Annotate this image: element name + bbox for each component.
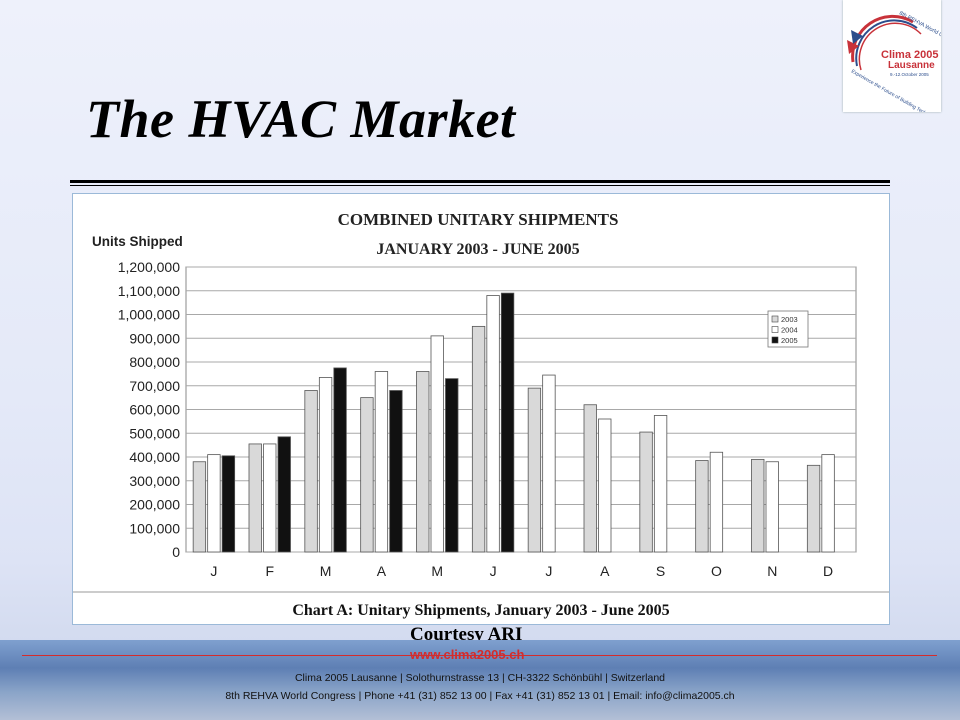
legend-label-2003: 2003 [781,315,798,324]
title-divider [70,180,890,183]
bar-2003-O [695,460,709,553]
bar-2003-N [751,458,765,553]
chart-bars [192,292,835,553]
bar-2003-J [192,461,207,553]
bar-2004-F [263,443,277,553]
logo-arc-top: 8th REHVA World Congress [898,10,941,47]
bar-2003-J [471,325,486,553]
bar-2005-J [221,455,236,553]
x-tick-label: M [431,563,443,579]
bar-2004-O [709,451,724,553]
x-tick-label: N [767,563,777,579]
legend-swatch-2003 [771,315,779,323]
bar-2004-S [653,415,668,553]
chart-subtitle: JANUARY 2003 - JUNE 2005 [376,241,579,258]
footer-address: Clima 2005 Lausanne | Solothurnstrasse 1… [294,672,666,684]
bar-2004-A [374,371,389,553]
bar-2004-N [765,461,779,553]
footer-red-line [22,655,937,656]
bar-2003-S [639,431,653,553]
x-tick-label: F [265,563,274,579]
shipments-chart-panel: COMBINED UNITARY SHIPMENTS JANUARY 2003 … [72,193,890,625]
slide-title: The HVAC Market [86,89,516,149]
y-axis-label: Units Shipped [92,234,183,249]
y-tick-label: 200,000 [129,497,180,513]
clima-2005-logo: 8th REHVA World Congress Clima 2005 Laus… [843,0,960,126]
bar-2004-M [318,377,333,553]
bar-2004-J [207,454,221,553]
courtesy-note: Courtesy ARI [410,624,523,645]
legend-swatch-2004 [771,326,779,333]
y-tick-label: 500,000 [129,425,180,441]
y-tick-label: 100,000 [129,520,180,536]
chart-title: COMBINED UNITARY SHIPMENTS [338,210,619,229]
y-tick-label: 900,000 [129,330,180,346]
y-tick-label: 0 [172,544,180,560]
y-tick-label: 700,000 [129,378,180,394]
bar-2004-J [542,374,556,553]
bar-2003-M [416,371,430,553]
y-tick-label: 1,200,000 [118,259,180,275]
title-divider-thin [70,185,890,186]
x-tick-label: A [600,563,610,579]
legend-label-2005: 2005 [781,336,798,345]
y-tick-label: 300,000 [129,473,180,489]
chart-ticks: 0 100,000 200,000 300,000 400,000 500,000 600,… [118,259,833,579]
legend-label-2004: 2004 [781,326,798,335]
chart-caption: Chart A: Unitary Shipments, January 2003… [292,602,669,619]
footer-contact: 8th REHVA World Congress | Phone +41 (31… [225,690,735,702]
y-tick-label: 400,000 [129,449,180,465]
bar-2004-A [598,418,612,553]
x-tick-label: S [656,563,665,579]
clima-logo-graphic: 8th REHVA World Congress Clima 2005 Laus… [847,10,960,126]
bar-2003-M [304,390,318,553]
bar-2005-M [333,367,347,553]
bar-2004-J [486,295,500,553]
logo-dates: 9.-12.October 2005 [890,72,929,77]
x-tick-label: D [823,563,833,579]
shipments-chart: COMBINED UNITARY SHIPMENTS JANUARY 2003 … [73,210,889,619]
y-tick-label: 800,000 [129,354,180,370]
bar-2005-J [500,292,515,553]
logo-title: Clima 2005 [881,49,938,61]
y-tick-label: 1,100,000 [118,283,180,299]
footer-photo-band [0,640,960,720]
bar-2003-A [360,397,374,553]
bar-2003-A [583,404,597,553]
bar-2004-D [821,454,835,553]
bar-2003-J [527,387,542,553]
x-tick-label: J [210,563,217,579]
bar-2005-F [277,436,291,553]
bar-2005-M [445,378,459,553]
bar-2004-M [430,335,444,553]
bar-2003-D [806,464,821,553]
bar-2003-F [248,443,262,553]
footer-url-link[interactable]: www.clima2005.ch [410,647,525,662]
logo-subtitle: Lausanne [888,60,935,71]
legend-swatch-2005 [771,336,779,344]
x-tick-label: M [320,563,332,579]
y-tick-label: 600,000 [129,402,180,418]
y-tick-label: 1,000,000 [118,307,180,323]
x-tick-label: O [711,563,722,579]
x-tick-label: J [490,563,497,579]
x-tick-label: J [545,563,552,579]
bar-2005-A [389,390,403,553]
x-tick-label: A [377,563,387,579]
chart-gridlines [185,266,857,553]
